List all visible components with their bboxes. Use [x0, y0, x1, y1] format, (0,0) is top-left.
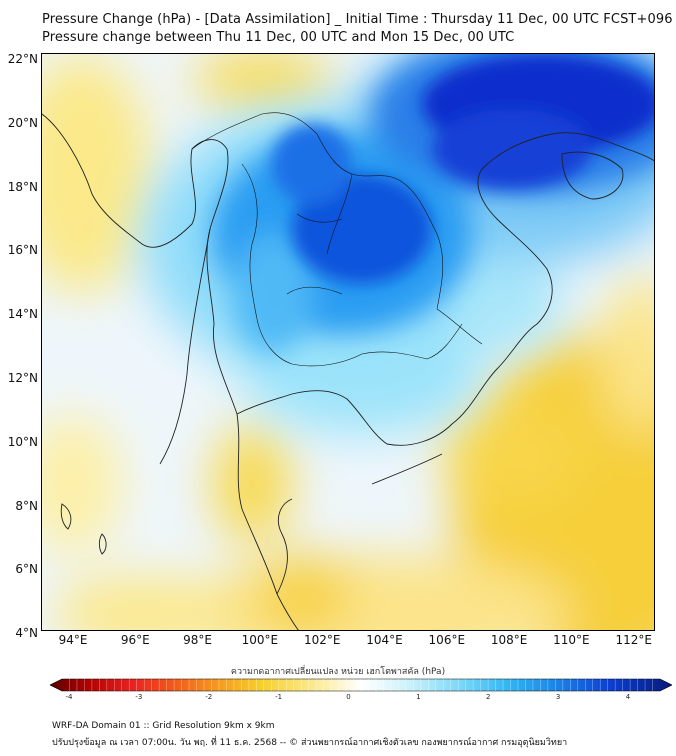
colorbar [50, 678, 672, 692]
lat-label: 18°N [7, 179, 38, 194]
lon-label: 106°E [428, 633, 466, 647]
lat-label: 20°N [7, 115, 38, 130]
lat-label: 14°N [7, 307, 38, 322]
colorbar-tick-label: -1 [275, 693, 283, 701]
lat-label: 8°N [15, 498, 38, 513]
colorbar-tick-label: -3 [135, 693, 143, 701]
lat-label: 22°N [7, 52, 38, 66]
coastlines [42, 113, 654, 630]
colorbar-tick-label: 4 [625, 693, 631, 701]
footer-update-info: ปรับปรุงข้อมูล ณ เวลา 07:00น. วัน พฤ. ที… [52, 738, 568, 748]
lon-label: 100°E [241, 633, 279, 647]
colorbar-tick-label: 2 [486, 693, 491, 701]
map-panel [41, 53, 655, 631]
lon-label: 98°E [183, 633, 213, 647]
pressure-change-field [42, 54, 654, 630]
lon-label: 110°E [553, 633, 590, 647]
lat-label: 10°N [7, 434, 38, 449]
lon-label: 108°E [490, 633, 528, 647]
lat-label: 12°N [7, 371, 38, 385]
lon-label: 104°E [366, 633, 403, 647]
colorbar-tick-label: 1 [416, 693, 421, 701]
lon-label: 96°E [120, 633, 150, 647]
colorbar-title: ความกดอากาศเปลี่ยนแปลง หน่วย เฮกโตพาสคัล… [230, 667, 446, 677]
colorbar-tick-label: -2 [205, 693, 213, 701]
borders [191, 112, 483, 367]
colorbar-tick-label: -4 [65, 693, 73, 701]
colorbar-tick-label: 0 [346, 693, 351, 701]
lon-label: 94°E [58, 633, 88, 647]
lon-label: 102°E [303, 633, 341, 647]
lat-label: 16°N [7, 243, 38, 258]
map-title-line2: Pressure change between Thu 11 Dec, 00 U… [42, 30, 515, 45]
lon-label: 112°E [615, 633, 652, 647]
footer-model-info: WRF-DA Domain 01 :: Grid Resolution 9km … [52, 721, 275, 731]
lat-label: 4°N [15, 626, 38, 641]
colorbar-tick-label: 3 [555, 693, 561, 701]
lat-label: 6°N [15, 562, 38, 577]
map-title-line1: Pressure Change (hPa) - [Data Assimilati… [42, 12, 673, 27]
